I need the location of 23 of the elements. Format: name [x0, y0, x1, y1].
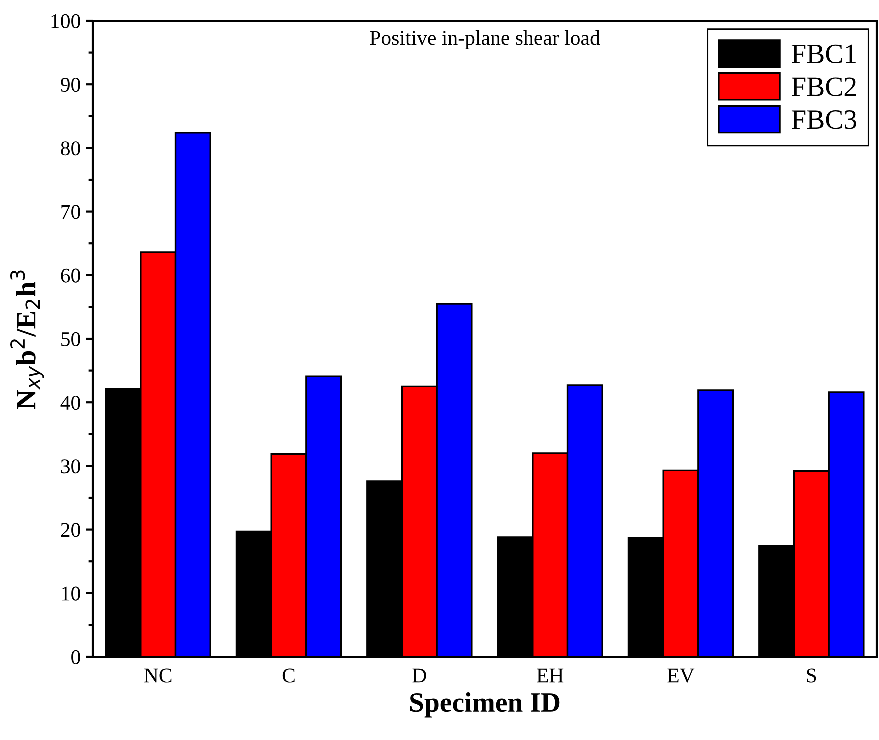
y-tick-label: 20 — [61, 523, 80, 538]
y-tick-label: 100 — [52, 14, 80, 28]
legend-label: FBC3 — [792, 110, 856, 130]
legend-label: FBC1 — [792, 44, 856, 64]
y-tick-label: 70 — [62, 205, 80, 220]
y-tick-label: 30 — [61, 460, 80, 474]
x-tick-label: EH — [537, 668, 564, 683]
x-tick-label: EV — [668, 668, 695, 683]
y-tick-label: 90 — [61, 78, 80, 92]
y-tick-label: 0 — [72, 650, 80, 664]
y-tick-label: 80 — [61, 142, 80, 156]
x-tick-label: C — [282, 668, 295, 683]
x-tick-label: NC — [144, 668, 172, 683]
y-tick-label: 40 — [60, 396, 80, 410]
annotation: Positive in-plane shear load — [370, 30, 600, 50]
x-axis-title: Specimen ID — [410, 692, 560, 718]
legend-label: FBC2 — [792, 78, 856, 96]
y-tick-label: 60 — [61, 268, 80, 283]
y-axis-title: N$_{xy}$b$^{2}$/E$_{2}$h$^{3}$ — [10, 270, 44, 410]
x-tick-label: D — [412, 668, 426, 683]
x-tick-label: S — [807, 668, 816, 683]
y-tick-label: 10 — [62, 586, 80, 601]
y-tick-label: 50 — [62, 332, 80, 346]
